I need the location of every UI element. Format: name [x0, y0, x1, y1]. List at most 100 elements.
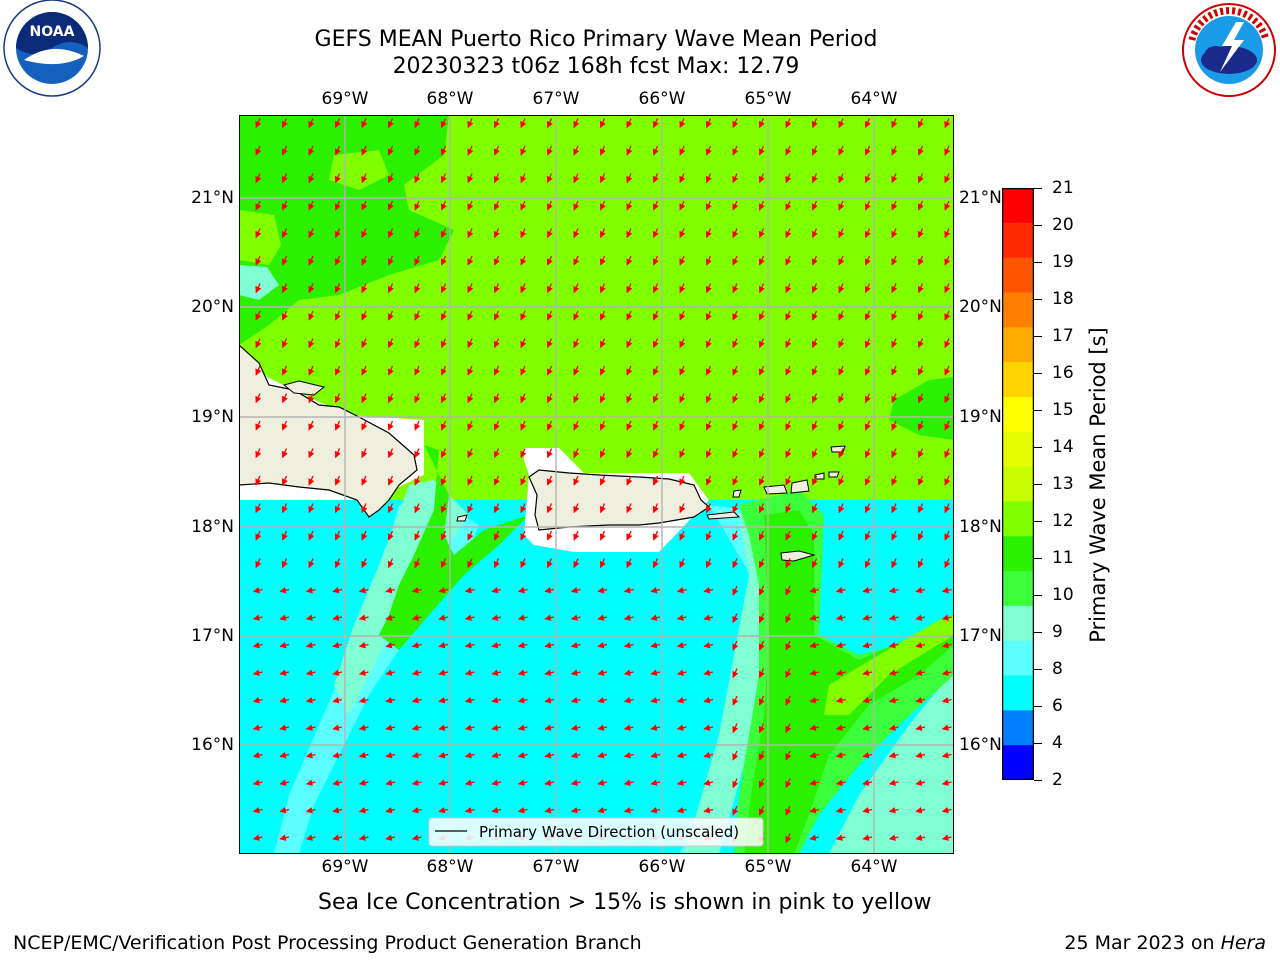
wave-direction-arrow — [520, 365, 527, 376]
wave-direction-arrow — [599, 503, 606, 514]
lon-label-bottom-67w: 67°W — [532, 857, 580, 877]
wave-direction-arrow — [517, 642, 528, 649]
wave-direction-arrow — [915, 669, 926, 676]
wave-direction-arrow — [414, 173, 421, 184]
wave-direction-arrow — [252, 834, 263, 841]
colorbar-band — [1002, 292, 1034, 328]
wave-direction-arrow — [387, 530, 394, 541]
wave-direction-arrow — [255, 393, 262, 404]
wave-direction-arrow — [387, 503, 394, 514]
lat-label-right-21n: 21°N — [959, 188, 1002, 208]
wave-direction-arrow — [573, 448, 580, 459]
wave-direction-arrow — [758, 558, 765, 569]
lat-label-right-16n: 16°N — [959, 735, 1002, 755]
wave-direction-arrow — [915, 807, 926, 814]
wave-direction-arrow — [809, 752, 820, 759]
wave-direction-arrow — [888, 752, 899, 759]
wave-direction-arrow — [626, 118, 633, 129]
wave-direction-arrow — [493, 420, 500, 431]
wave-direction-arrow — [544, 752, 555, 759]
wave-direction-arrow — [491, 697, 502, 704]
wave-direction-arrow — [411, 614, 422, 621]
wave-direction-arrow — [520, 118, 527, 129]
wave-direction-arrow — [917, 420, 924, 431]
wave-direction-arrow — [652, 475, 659, 486]
wave-direction-arrow — [864, 283, 871, 294]
wave-direction-arrow — [785, 365, 792, 376]
wave-direction-arrow — [517, 752, 528, 759]
wave-direction-arrow — [440, 255, 447, 266]
footer-branch: NCEP/EMC/Verification Post Processing Pr… — [13, 932, 642, 954]
wave-direction-arrow — [864, 393, 871, 404]
wave-direction-arrow — [467, 173, 474, 184]
colorbar-tick-mark — [1034, 372, 1042, 374]
wave-direction-arrow — [252, 614, 263, 621]
lat-label-left-20n: 20°N — [191, 297, 234, 317]
wave-direction-arrow — [546, 228, 553, 239]
period-band-11-12-ne — [889, 377, 954, 440]
wave-direction-arrow — [544, 779, 555, 786]
colorbar-band — [1002, 396, 1034, 433]
wave-direction-arrow — [385, 614, 396, 621]
wave-direction-arrow — [809, 587, 820, 594]
wave-direction-arrow — [520, 558, 527, 569]
wave-direction-arrow — [785, 283, 792, 294]
wave-direction-arrow — [440, 420, 447, 431]
colorbar-band — [1002, 745, 1034, 780]
wave-direction-arrow — [281, 283, 288, 294]
wave-direction-arrow — [944, 118, 951, 129]
wave-direction-arrow — [467, 200, 474, 211]
colorbar-band — [1002, 257, 1034, 293]
wave-direction-arrow — [358, 807, 369, 814]
colorbar-tick-mark — [1034, 594, 1042, 596]
wave-direction-arrow — [626, 310, 633, 321]
wave-direction-arrow — [917, 255, 924, 266]
wave-direction-arrow — [941, 642, 952, 649]
wave-direction-arrow — [944, 365, 951, 376]
wave-direction-arrow — [570, 669, 581, 676]
wave-direction-arrow — [570, 642, 581, 649]
wave-direction-arrow — [599, 255, 606, 266]
wave-direction-arrow — [334, 558, 341, 569]
colorbar-tick-mark — [1034, 779, 1042, 781]
wave-direction-arrow — [281, 173, 288, 184]
wave-direction-arrow — [650, 669, 661, 676]
wave-direction-arrow — [281, 530, 288, 541]
wave-direction-arrow — [493, 173, 500, 184]
wave-direction-arrow — [785, 778, 792, 789]
lon-label-top-68w: 68°W — [426, 89, 474, 109]
wave-direction-arrow — [864, 200, 871, 211]
wave-direction-arrow — [385, 724, 396, 731]
wave-direction-arrow — [599, 173, 606, 184]
wave-direction-arrow — [758, 420, 765, 431]
wave-direction-arrow — [599, 558, 606, 569]
wave-direction-arrow — [944, 420, 951, 431]
wave-direction-arrow — [650, 587, 661, 594]
wave-direction-arrow — [811, 228, 818, 239]
wave-direction-arrow — [546, 145, 553, 156]
wave-direction-arrow — [705, 173, 712, 184]
wave-direction-arrow — [811, 338, 818, 349]
wave-direction-arrow — [917, 228, 924, 239]
wave-direction-arrow — [785, 723, 792, 734]
colorbar-tick-label: 17 — [1052, 326, 1074, 346]
wave-direction-arrow — [864, 173, 871, 184]
wave-direction-arrow — [308, 173, 315, 184]
wave-direction-arrow — [888, 834, 899, 841]
colorbar-tick-mark — [1034, 261, 1042, 263]
wave-direction-arrow — [917, 283, 924, 294]
lon-label-top-64w: 64°W — [850, 89, 898, 109]
wave-direction-arrow — [758, 173, 765, 184]
wave-direction-arrow — [679, 145, 686, 156]
wave-direction-arrow — [838, 420, 845, 431]
wave-direction-arrow — [785, 420, 792, 431]
wave-direction-arrow — [491, 642, 502, 649]
wave-direction-arrow — [758, 723, 765, 734]
wave-direction-arrow — [385, 642, 396, 649]
wave-direction-arrow — [387, 310, 394, 321]
wave-direction-arrow — [785, 833, 792, 844]
wave-direction-arrow — [811, 118, 818, 129]
wave-direction-arrow — [414, 145, 421, 156]
wave-direction-arrow — [599, 310, 606, 321]
wave-direction-arrow — [385, 807, 396, 814]
